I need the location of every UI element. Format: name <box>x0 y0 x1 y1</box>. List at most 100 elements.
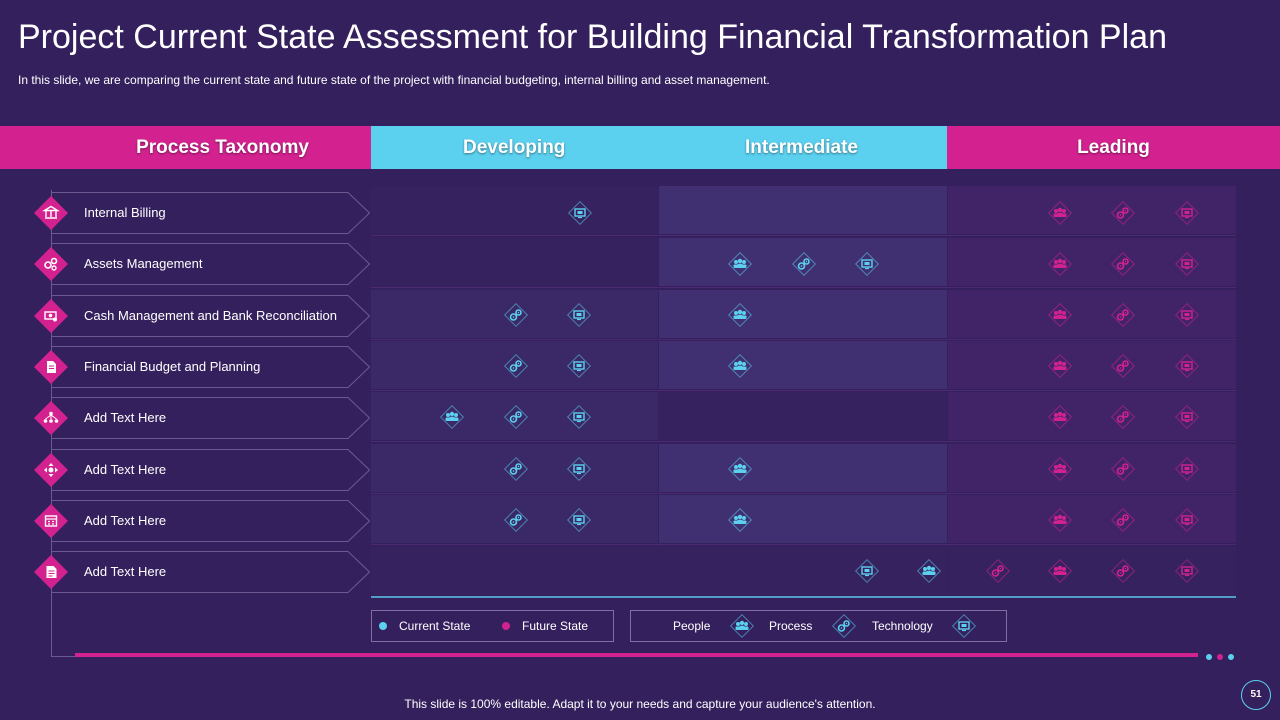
taxonomy-arrow-frame <box>51 449 370 491</box>
header-developing-intermediate: Developing Intermediate <box>371 126 947 169</box>
future-state-people-icon <box>1046 250 1074 278</box>
grid-bottom-separator <box>371 596 1236 598</box>
current-state-dot <box>379 622 387 630</box>
taxonomy-arrow-frame <box>51 397 370 439</box>
intermediate-cell <box>659 444 947 492</box>
header-process-taxonomy: Process Taxonomy <box>0 126 371 169</box>
current-state-process-icon <box>502 352 530 380</box>
future-state-people-icon <box>1046 301 1074 329</box>
state-legend: Current State Future State <box>371 610 614 642</box>
future-state-process-icon <box>1109 199 1137 227</box>
current-state-process-icon <box>502 301 530 329</box>
developing-cell <box>371 186 658 234</box>
future-state-technology-icon <box>1173 455 1201 483</box>
taxonomy-row: Add Text Here <box>30 551 370 593</box>
taxonomy-row: Cash Management and Bank Reconciliation <box>30 295 370 337</box>
row-separator <box>371 235 1236 236</box>
developing-cell <box>371 547 658 595</box>
row-separator <box>371 390 1236 391</box>
current-state-process-icon <box>502 455 530 483</box>
header-intermediate-label: Intermediate <box>745 136 858 158</box>
gears-icon <box>34 247 68 281</box>
category-legend: People Process Technology <box>630 610 1007 642</box>
taxonomy-arrow-frame <box>51 551 370 593</box>
taxonomy-arrow-frame <box>51 192 370 234</box>
taxonomy-label: Add Text Here <box>84 564 167 579</box>
decor-dot-3 <box>1228 654 1234 660</box>
intermediate-cell <box>659 547 947 595</box>
cash-icon <box>34 299 68 333</box>
current-state-technology-icon <box>566 199 594 227</box>
taxonomy-arrow-frame <box>51 500 370 542</box>
row-separator <box>371 339 1236 340</box>
row-separator <box>371 493 1236 494</box>
current-state-people-icon <box>726 352 754 380</box>
future-state-process-icon <box>1109 455 1137 483</box>
future-state-process-icon <box>1109 301 1137 329</box>
bank-icon <box>34 196 68 230</box>
current-state-technology-icon <box>565 506 593 534</box>
header-process-taxonomy-label: Process Taxonomy <box>136 136 309 158</box>
future-state-process-icon <box>984 557 1012 585</box>
future-state-technology-icon <box>1173 506 1201 534</box>
future-state-label: Future State <box>522 619 589 633</box>
row-separator <box>371 544 1236 545</box>
process-icon <box>830 612 858 640</box>
taxonomy-label: Add Text Here <box>84 410 167 425</box>
current-state-label: Current State <box>399 619 471 633</box>
future-state-process-icon <box>1109 506 1137 534</box>
decor-dot-2 <box>1217 654 1223 660</box>
row-separator <box>371 441 1236 442</box>
bottom-accent-bar <box>75 653 1198 657</box>
current-state-process-icon <box>502 506 530 534</box>
technology-icon <box>950 612 978 640</box>
taxonomy-label: Cash Management and Bank Reconciliation <box>84 308 337 323</box>
current-state-people-icon <box>726 301 754 329</box>
calendar-icon <box>34 504 68 538</box>
future-state-process-icon <box>1109 352 1137 380</box>
taxonomy-arrow-frame <box>51 243 370 285</box>
current-state-process-icon <box>502 403 530 431</box>
current-state-technology-icon <box>565 455 593 483</box>
taxonomy-label: Add Text Here <box>84 513 167 528</box>
future-state-people-icon <box>1046 403 1074 431</box>
taxonomy-row: Add Text Here <box>30 397 370 439</box>
future-state-technology-icon <box>1173 352 1201 380</box>
decor-dot-1 <box>1206 654 1212 660</box>
timeline-horizontal-line <box>51 656 75 657</box>
future-state-technology-icon <box>1173 557 1201 585</box>
current-state-technology-icon <box>565 301 593 329</box>
document-icon <box>34 350 68 384</box>
slide-subtitle: In this slide, we are comparing the curr… <box>18 73 770 87</box>
future-state-people-icon <box>1046 506 1074 534</box>
current-state-technology-icon <box>565 403 593 431</box>
intermediate-cell <box>659 392 947 440</box>
intermediate-cell <box>659 238 947 286</box>
people-legend-label: People <box>673 619 711 633</box>
current-state-people-icon <box>915 557 943 585</box>
technology-legend-label: Technology <box>872 619 933 633</box>
taxonomy-row: Add Text Here <box>30 500 370 542</box>
future-state-process-icon <box>1109 403 1137 431</box>
network-icon <box>34 401 68 435</box>
header-leading: Leading <box>947 126 1280 169</box>
intermediate-cell <box>659 495 947 543</box>
current-state-people-icon <box>726 506 754 534</box>
page-number: 51 <box>1241 680 1271 710</box>
header-leading-label: Leading <box>1077 136 1150 158</box>
taxonomy-row: Add Text Here <box>30 449 370 491</box>
taxonomy-row: Internal Billing <box>30 192 370 234</box>
people-icon <box>728 612 756 640</box>
future-state-process-icon <box>1109 250 1137 278</box>
future-state-technology-icon <box>1173 199 1201 227</box>
current-state-process-icon <box>790 250 818 278</box>
taxonomy-row: Financial Budget and Planning <box>30 346 370 388</box>
slide-title: Project Current State Assessment for Bui… <box>18 18 1167 56</box>
future-state-people-icon <box>1046 557 1074 585</box>
current-state-people-icon <box>726 250 754 278</box>
current-state-technology-icon <box>853 557 881 585</box>
intermediate-cell <box>659 290 947 338</box>
header-developing-label: Developing <box>463 136 566 158</box>
current-state-people-icon <box>726 455 754 483</box>
future-state-technology-icon <box>1173 403 1201 431</box>
